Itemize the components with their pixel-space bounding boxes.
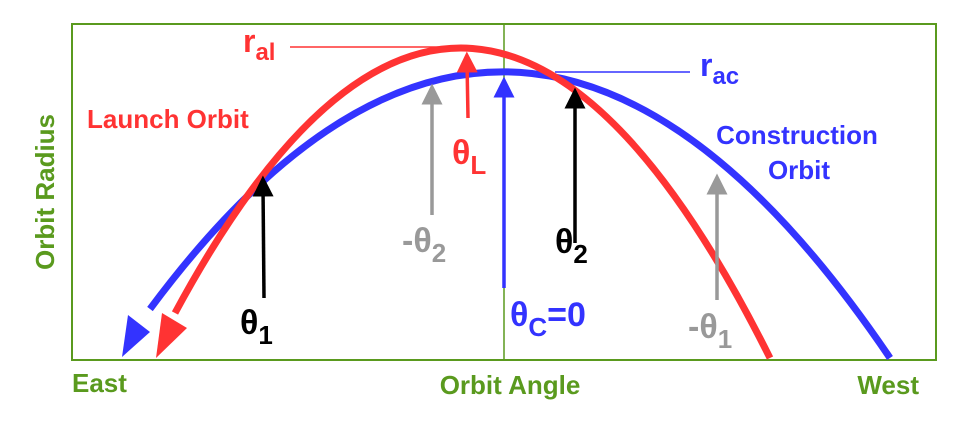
thetaL-label: θL [452,134,486,180]
neg-theta1-label: -θ1 [688,308,732,354]
x-axis-west-label: West [857,370,919,400]
y-axis-label: Orbit Radius [30,114,60,270]
r-al-label: ral [243,23,275,66]
thetaL-arrow [456,51,478,119]
construction-orbit-label-line2: Orbit [768,155,830,185]
construction-orbit-label-line1: Construction [716,120,878,150]
launch-orbit-arrowhead [156,313,187,358]
x-axis-east-label: East [72,368,127,398]
theta1-label: θ1 [240,304,273,350]
theta1-arrow [252,175,274,299]
construction-orbit-arrowhead [122,315,150,357]
x-axis-label: Orbit Angle [440,370,581,400]
thetaC-label: θC=0 [510,296,586,342]
r-ac-label: rac [700,47,739,90]
neg-theta2-label: -θ2 [402,222,446,268]
launch-orbit-label: Launch Orbit [87,104,249,134]
theta2-label: θ2 [555,223,588,269]
